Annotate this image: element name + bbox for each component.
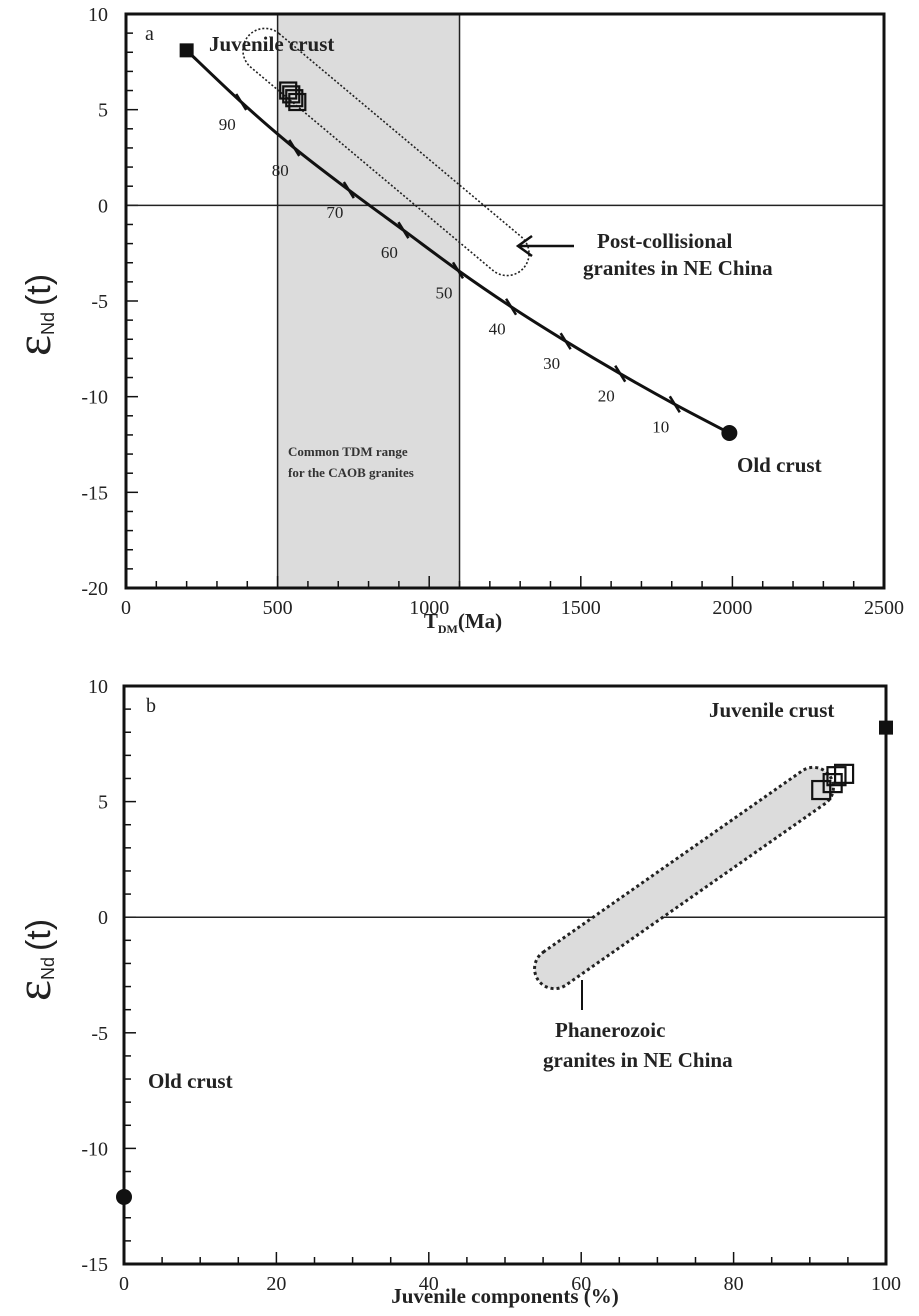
panel-a-xtick-label: 0 <box>121 597 131 619</box>
panel-a-xtick-label: 1500 <box>561 597 601 619</box>
panel-b-ylabel: εNd(t) <box>5 919 61 1001</box>
panel-a-ytick-label: 5 <box>98 100 108 122</box>
panel-b-ytick-label: -15 <box>81 1254 108 1276</box>
panel-a-juvenile-label: Juvenile crust <box>209 32 334 56</box>
panel-a-pct-label: 20 <box>598 387 615 406</box>
panel-a-pct-label: 40 <box>489 320 506 339</box>
panel-a-ytick-label: -15 <box>81 482 108 504</box>
panel-b-ytick-label: -10 <box>81 1138 108 1160</box>
panel-a-pct-label: 70 <box>326 203 343 222</box>
panel-b-xtick-label: 80 <box>724 1273 744 1295</box>
panel-b-ytick-label: 10 <box>88 676 108 698</box>
panel-b-label: b <box>146 695 156 717</box>
panel-b-ytick-label: 5 <box>98 792 108 814</box>
panel-b-old-label: Old crust <box>148 1069 233 1093</box>
panel-a-ytick-label: -10 <box>81 387 108 409</box>
panel-a-ytick-label: -20 <box>81 578 108 600</box>
panel-a-old-label: Old crust <box>737 453 822 477</box>
panel-b-field-label-2: granites in NE China <box>543 1048 733 1072</box>
panel-b-xtick-label: 0 <box>119 1273 129 1295</box>
panel-a-xtick-label: 2500 <box>864 597 904 619</box>
panel-a-pct-label: 90 <box>219 115 236 134</box>
panel-a-band-label-1: Common TDM range <box>288 444 408 459</box>
panel-a-old-marker <box>721 425 737 441</box>
panel-a-juvenile-marker <box>180 43 194 57</box>
panel-a-ylabel: εNd(t) <box>5 274 61 356</box>
panel-b-juvenile-label: Juvenile crust <box>709 698 834 722</box>
panel-a-pct-label: 30 <box>543 354 560 373</box>
panel-b-ytick-label: -5 <box>91 1023 108 1045</box>
panel-a-band-label-2: for the CAOB granites <box>288 465 414 480</box>
panel-b-frame <box>124 686 886 1264</box>
svg-text:εNd(t): εNd(t) <box>5 919 61 1001</box>
panel-a-ytick-label: 0 <box>98 195 108 217</box>
panel-a-curve-tick <box>236 94 246 110</box>
panel-b-field-label-1: Phanerozoic <box>555 1018 665 1042</box>
panel-a-ytick-label: 10 <box>88 4 108 26</box>
panel-a-xtick-label: 500 <box>263 597 293 619</box>
svg-text:εNd(t): εNd(t) <box>5 274 61 356</box>
panel-b-chart: b Juvenile crust Old crust Phanerozoic g… <box>5 676 901 1308</box>
panel-a-ytick-label: -5 <box>91 291 108 313</box>
panel-b-xtick-label: 20 <box>266 1273 286 1295</box>
panel-a-arrow <box>518 236 574 256</box>
panel-a-pct-label: 60 <box>381 243 398 262</box>
panel-a-xlabel: TDM(Ma) <box>424 609 502 636</box>
panel-a-xtick-label: 2000 <box>712 597 752 619</box>
panel-b-xlabel: Juvenile components (%) <box>391 1284 619 1308</box>
panel-a-curve-tick <box>615 366 625 382</box>
panel-a-field-label-2: granites in NE China <box>583 256 773 280</box>
panel-a-field-label-1: Post-collisional <box>597 229 732 253</box>
panel-a-curve-tick <box>670 396 680 412</box>
panel-a-pct-label: 80 <box>272 161 289 180</box>
panel-a-pct-label: 10 <box>652 417 669 436</box>
panel-b-field-outline <box>527 760 842 997</box>
panel-a-curve-tick <box>506 299 516 315</box>
panel-a-pct-label: 50 <box>436 283 453 302</box>
panel-a-label: a <box>145 23 154 45</box>
panel-a-curve-tick <box>561 333 571 349</box>
panel-b-ytick-label: 0 <box>98 907 108 929</box>
panel-b-xtick-label: 100 <box>871 1273 901 1295</box>
